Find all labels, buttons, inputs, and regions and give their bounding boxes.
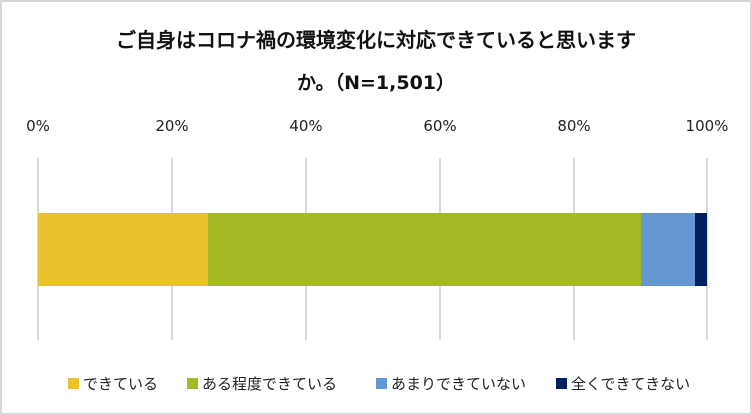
x-tick-80: 80%	[557, 117, 591, 135]
bar-segment-aru-teido	[207, 213, 641, 286]
legend-item-aru-teido: ある程度できている	[187, 372, 337, 394]
chart-title-line-1: ご自身はコロナ禍の環境変化に対応できていると思います	[116, 28, 636, 52]
bar-segment-dekiteiru	[38, 213, 208, 286]
legend-item-dekiteiru: できている	[68, 372, 158, 394]
legend-label: ある程度できている	[202, 374, 338, 393]
legend-swatch-icon	[376, 377, 387, 389]
x-tick-0: 0%	[26, 117, 50, 135]
chart-legend: できている ある程度できている あまりできていない 全くできてきない	[0, 372, 752, 396]
legend-label: できている	[83, 374, 159, 393]
legend-item-amari: あまりできていない	[376, 372, 526, 394]
legend-swatch-icon	[556, 377, 567, 389]
chart-title-line-2: か。（N=1,501）	[296, 72, 456, 94]
gridline-100	[706, 158, 708, 340]
legend-swatch-icon	[187, 377, 198, 389]
x-tick-100: 100%	[685, 117, 729, 135]
bar-segment-amari	[640, 213, 695, 286]
legend-label: あまりできていない	[391, 374, 527, 393]
x-tick-40: 40%	[289, 117, 323, 135]
legend-swatch-icon	[68, 377, 79, 389]
x-tick-20: 20%	[155, 117, 189, 135]
bar-segment-mattaku	[694, 213, 707, 286]
legend-label: 全くできてきない	[571, 374, 691, 393]
x-tick-60: 60%	[423, 117, 457, 135]
legend-item-mattaku: 全くできてきない	[556, 372, 690, 394]
